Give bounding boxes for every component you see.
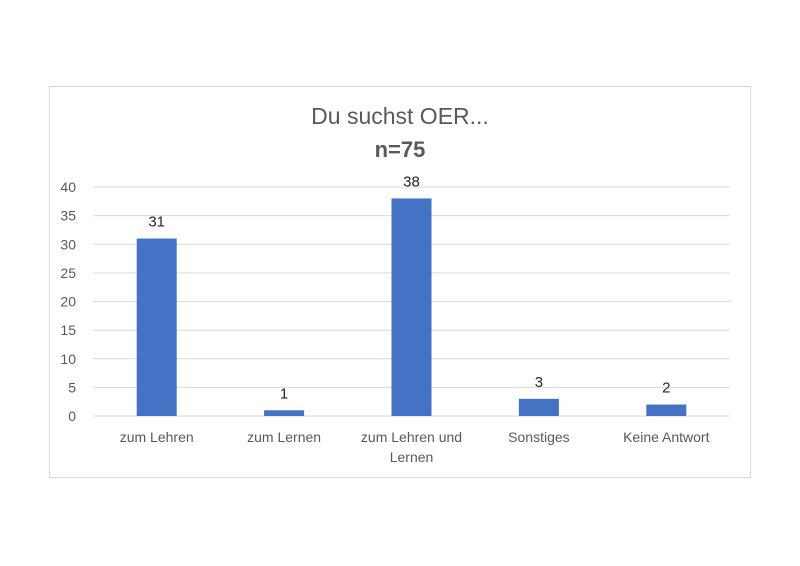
data-label: 1 (280, 385, 288, 402)
data-label: 2 (662, 380, 670, 397)
y-tick-label: 10 (60, 351, 76, 367)
chart-title: Du suchst OER... (311, 103, 489, 129)
y-tick-label: 40 (60, 179, 76, 195)
y-tick-label: 20 (60, 294, 76, 310)
category-label: Lernen (390, 449, 434, 465)
bar (646, 404, 687, 416)
data-label: 38 (403, 173, 420, 190)
y-tick-label: 25 (60, 265, 76, 281)
y-tick-label: 5 (68, 379, 76, 395)
data-label: 3 (535, 374, 543, 391)
chart-subtitle: n=75 (374, 137, 426, 162)
bar (136, 238, 177, 416)
y-tick-label: 0 (68, 408, 76, 424)
y-tick-label: 30 (60, 236, 76, 252)
category-label: zum Lehren und (361, 429, 462, 445)
bar (518, 398, 559, 416)
category-label: Keine Antwort (623, 429, 709, 445)
data-label: 31 (148, 214, 165, 231)
category-label: zum Lehren (120, 429, 194, 445)
y-tick-label: 15 (60, 322, 76, 338)
category-label: Sonstiges (508, 429, 569, 445)
y-tick-label: 35 (60, 208, 76, 224)
bar (264, 410, 305, 416)
category-label: zum Lernen (247, 429, 321, 445)
bar (391, 198, 432, 416)
